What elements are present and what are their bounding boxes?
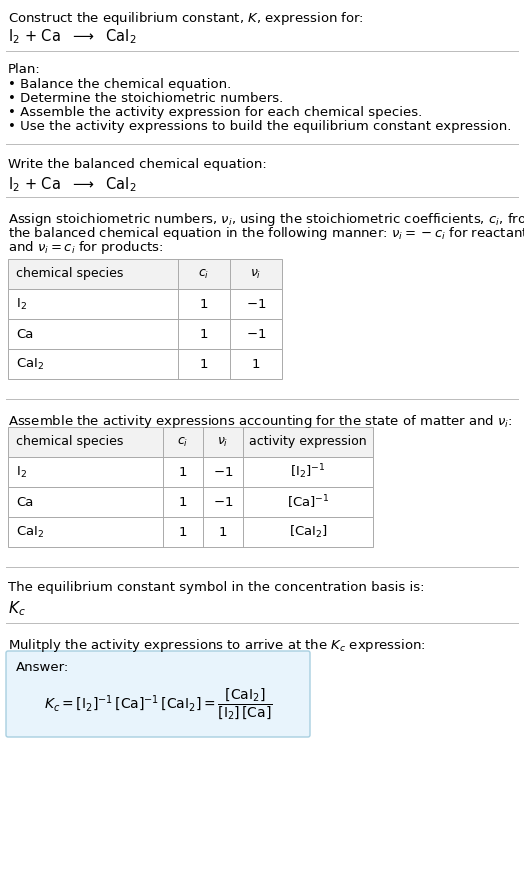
- Text: $-1$: $-1$: [213, 465, 233, 479]
- Bar: [8, 457, 373, 487]
- FancyBboxPatch shape: [6, 651, 310, 737]
- Text: The equilibrium constant symbol in the concentration basis is:: The equilibrium constant symbol in the c…: [8, 581, 424, 594]
- Bar: [8, 259, 282, 289]
- Text: Mulitply the activity expressions to arrive at the $K_c$ expression:: Mulitply the activity expressions to arr…: [8, 637, 426, 654]
- Text: $K_c$: $K_c$: [8, 599, 26, 618]
- Text: Plan:: Plan:: [8, 63, 41, 76]
- Text: $-1$: $-1$: [246, 297, 266, 311]
- Text: $\nu_i$: $\nu_i$: [217, 436, 228, 448]
- Text: 1: 1: [179, 496, 187, 508]
- Text: $[\mathrm{CaI_2}]$: $[\mathrm{CaI_2}]$: [289, 524, 328, 540]
- Text: 1: 1: [219, 525, 227, 538]
- Text: 1: 1: [252, 357, 260, 371]
- Text: $\nu_i$: $\nu_i$: [250, 267, 261, 280]
- Text: Ca: Ca: [16, 328, 34, 340]
- Text: $K_c = [\mathrm{I_2}]^{-1}\,[\mathrm{Ca}]^{-1}\,[\mathrm{CaI_2}] = \dfrac{[\math: $K_c = [\mathrm{I_2}]^{-1}\,[\mathrm{Ca}…: [43, 687, 272, 722]
- Bar: [8, 319, 282, 349]
- Text: $\mathrm{I_2}$ + Ca  $\longrightarrow$  $\mathrm{CaI_2}$: $\mathrm{I_2}$ + Ca $\longrightarrow$ $\…: [8, 27, 136, 46]
- Text: the balanced chemical equation in the following manner: $\nu_i = -c_i$ for react: the balanced chemical equation in the fo…: [8, 225, 524, 242]
- Text: $[\mathrm{I_2}]^{-1}$: $[\mathrm{I_2}]^{-1}$: [290, 463, 326, 481]
- Bar: [8, 487, 373, 517]
- Text: $\mathrm{I_2}$: $\mathrm{I_2}$: [16, 464, 27, 480]
- Text: • Assemble the activity expression for each chemical species.: • Assemble the activity expression for e…: [8, 106, 422, 119]
- Text: $c_i$: $c_i$: [199, 267, 210, 280]
- Bar: [8, 517, 373, 547]
- Text: $\mathrm{I_2}$ + Ca  $\longrightarrow$  $\mathrm{CaI_2}$: $\mathrm{I_2}$ + Ca $\longrightarrow$ $\…: [8, 175, 136, 194]
- Text: chemical species: chemical species: [16, 436, 123, 448]
- Bar: [8, 289, 282, 319]
- Text: activity expression: activity expression: [249, 436, 367, 448]
- Text: • Balance the chemical equation.: • Balance the chemical equation.: [8, 78, 231, 91]
- Text: Assign stoichiometric numbers, $\nu_i$, using the stoichiometric coefficients, $: Assign stoichiometric numbers, $\nu_i$, …: [8, 211, 524, 228]
- Text: and $\nu_i = c_i$ for products:: and $\nu_i = c_i$ for products:: [8, 239, 163, 256]
- Text: $\mathrm{I_2}$: $\mathrm{I_2}$: [16, 296, 27, 312]
- Text: Ca: Ca: [16, 496, 34, 508]
- Text: 1: 1: [179, 465, 187, 479]
- Text: • Determine the stoichiometric numbers.: • Determine the stoichiometric numbers.: [8, 92, 283, 105]
- Text: Construct the equilibrium constant, $K$, expression for:: Construct the equilibrium constant, $K$,…: [8, 10, 364, 27]
- Text: Assemble the activity expressions accounting for the state of matter and $\nu_i$: Assemble the activity expressions accoun…: [8, 413, 512, 430]
- Bar: [8, 427, 373, 457]
- Text: 1: 1: [200, 328, 208, 340]
- Text: 1: 1: [179, 525, 187, 538]
- Text: $[\mathrm{Ca}]^{-1}$: $[\mathrm{Ca}]^{-1}$: [287, 493, 329, 511]
- Text: 1: 1: [200, 297, 208, 311]
- Text: Answer:: Answer:: [16, 661, 69, 674]
- Text: Write the balanced chemical equation:: Write the balanced chemical equation:: [8, 158, 267, 171]
- Bar: [8, 349, 282, 379]
- Text: $c_i$: $c_i$: [177, 436, 189, 448]
- Text: $\mathrm{CaI_2}$: $\mathrm{CaI_2}$: [16, 524, 45, 539]
- Text: $-1$: $-1$: [213, 496, 233, 508]
- Text: • Use the activity expressions to build the equilibrium constant expression.: • Use the activity expressions to build …: [8, 120, 511, 133]
- Text: chemical species: chemical species: [16, 268, 123, 280]
- Text: $-1$: $-1$: [246, 328, 266, 340]
- Text: 1: 1: [200, 357, 208, 371]
- Text: $\mathrm{CaI_2}$: $\mathrm{CaI_2}$: [16, 356, 45, 371]
